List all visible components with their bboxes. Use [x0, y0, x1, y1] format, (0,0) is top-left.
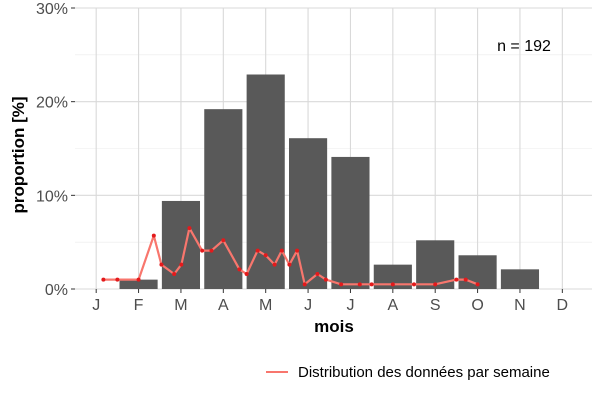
weekly-point [390, 282, 395, 287]
x-tick-label: S [430, 297, 441, 314]
weekly-point [151, 233, 156, 238]
weekly-point [357, 282, 362, 287]
y-tick-label: 30% [36, 1, 68, 18]
weekly-point [463, 277, 468, 282]
weekly-point [315, 272, 320, 277]
weekly-point [433, 282, 438, 287]
weekly-point [209, 248, 214, 253]
weekly-point [159, 262, 164, 267]
legend: Distribution des données par semaine [266, 364, 550, 381]
legend-label: Distribution des données par semaine [298, 364, 550, 381]
x-tick-label: M [174, 297, 187, 314]
weekly-point [339, 282, 344, 287]
y-tick-label: 10% [36, 188, 68, 205]
x-tick-label: N [514, 297, 526, 314]
bar-M [246, 74, 285, 290]
weekly-point [187, 226, 192, 231]
x-tick-label: A [218, 297, 229, 314]
weekly-point [200, 248, 205, 253]
bar-F [119, 279, 158, 289]
weekly-point [454, 277, 459, 282]
y-axis: 0% 10% 20% 30% [36, 1, 75, 299]
weekly-point [475, 282, 480, 287]
x-tick-label: M [259, 297, 272, 314]
weekly-point [136, 277, 141, 282]
weekly-point [369, 282, 374, 287]
weekly-point [279, 248, 284, 253]
bar-J [331, 156, 370, 289]
x-tick-label: D [557, 297, 569, 314]
weekly-point [115, 277, 120, 282]
x-tick-label: J [304, 297, 312, 314]
weekly-point [272, 262, 277, 267]
sample-size-annotation: n = 192 [497, 38, 551, 55]
x-axis-title: mois [314, 317, 354, 336]
weekly-point [221, 238, 226, 243]
weekly-point [287, 262, 292, 267]
bars [119, 74, 540, 290]
y-tick-label: 0% [45, 282, 68, 299]
bar-N [500, 269, 540, 289]
weekly-point [101, 277, 106, 282]
weekly-point [172, 272, 177, 277]
weekly-point [244, 272, 249, 277]
weekly-point [302, 282, 307, 287]
weekly-point [295, 248, 300, 253]
bar-A [204, 109, 243, 289]
weekly-point [412, 282, 417, 287]
x-tick-label: A [387, 297, 398, 314]
weekly-point [255, 248, 260, 253]
x-tick-label: J [346, 297, 354, 314]
weekly-point [263, 253, 268, 258]
weekly-line [101, 226, 480, 287]
weekly-point [323, 277, 328, 282]
weekly-point [237, 267, 242, 272]
weekly-point [179, 262, 184, 267]
bar-J [289, 138, 328, 289]
x-tick-label: O [471, 297, 483, 314]
x-tick-label: F [134, 297, 144, 314]
y-axis-title: proportion [%] [9, 96, 28, 213]
bar-M [161, 200, 201, 289]
x-tick-label: J [92, 297, 100, 314]
y-tick-label: 20% [36, 95, 68, 112]
